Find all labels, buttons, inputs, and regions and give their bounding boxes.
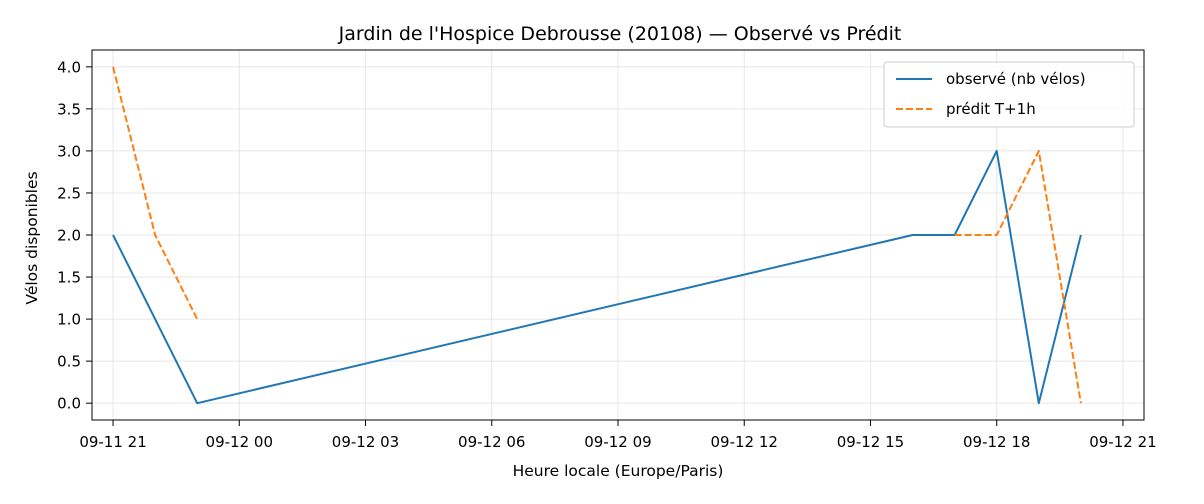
- y-axis-label: Vélos disponibles: [23, 171, 41, 304]
- legend-box: [883, 61, 1135, 128]
- series-line-predit: [112, 66, 199, 320]
- legend-label-predit: prédit T+1h: [946, 100, 1036, 118]
- legend: observé (nb vélos) prédit T+1h: [883, 61, 1135, 128]
- y-tick-label: 3.5: [57, 100, 81, 118]
- x-tick-label: 09-12 00: [206, 433, 273, 451]
- x-tick-label: 09-11 21: [79, 433, 146, 451]
- y-tick-label: 0.0: [57, 395, 81, 413]
- y-tick-label: 1.0: [57, 311, 81, 329]
- y-tick-label: 1.5: [57, 269, 81, 287]
- x-tick-label: 09-12 15: [837, 433, 904, 451]
- x-axis-label: Heure locale (Europe/Paris): [513, 462, 724, 480]
- x-tick-label: 09-12 12: [711, 433, 778, 451]
- y-tick-label: 2.5: [57, 184, 81, 202]
- y-tick-label: 4.0: [57, 58, 81, 76]
- x-tick-label: 09-12 03: [332, 433, 399, 451]
- x-tick-label: 09-12 09: [584, 433, 651, 451]
- x-tick-label: 09-12 21: [1089, 433, 1156, 451]
- legend-label-observe: observé (nb vélos): [946, 70, 1086, 88]
- y-tick-label: 0.5: [57, 353, 81, 371]
- y-tick-label: 2.0: [57, 227, 81, 245]
- x-tick-label: 09-12 06: [458, 433, 525, 451]
- x-tick-label: 09-12 18: [963, 433, 1030, 451]
- x-axis: 09-11 21 09-12 00 09-12 03 09-12 06 09-12 09…: [79, 420, 1157, 451]
- series-layer: [112, 66, 1082, 405]
- chart-title: Jardin de l'Hospice Debrousse (20108) — …: [338, 23, 902, 45]
- series-line-predit: [954, 149, 1082, 404]
- y-tick-label: 3.0: [57, 142, 81, 160]
- y-axis: 0.0 0.5 1.0 1.5 2.0 2.5 3.0 3.5 4.0: [57, 58, 92, 413]
